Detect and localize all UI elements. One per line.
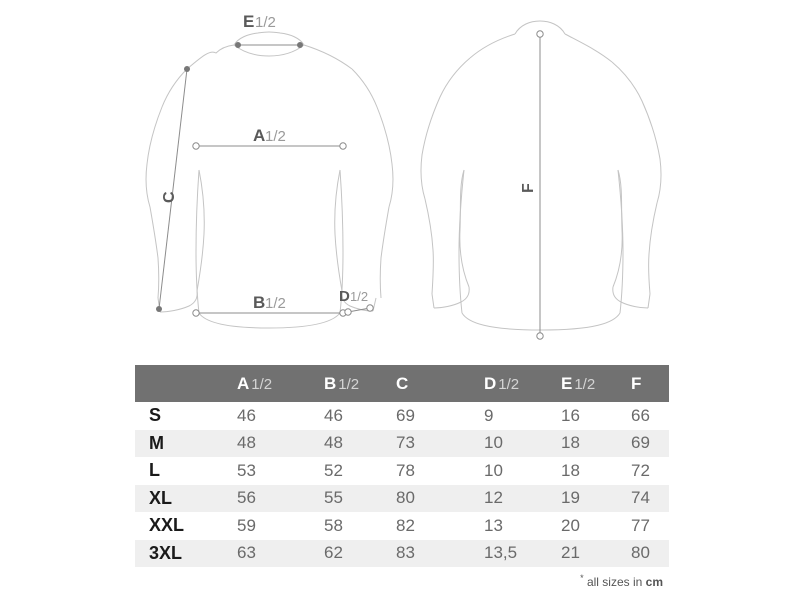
svg-text:E: E bbox=[243, 12, 254, 31]
svg-text:A: A bbox=[253, 126, 265, 145]
svg-text:F: F bbox=[520, 183, 537, 193]
svg-text:B: B bbox=[253, 293, 265, 312]
svg-text:1/2: 1/2 bbox=[265, 128, 286, 145]
svg-text:C: C bbox=[161, 191, 178, 203]
svg-text:1/2: 1/2 bbox=[350, 289, 368, 304]
svg-text:D: D bbox=[339, 288, 350, 305]
svg-text:1/2: 1/2 bbox=[255, 14, 276, 31]
svg-text:1/2: 1/2 bbox=[265, 295, 286, 312]
